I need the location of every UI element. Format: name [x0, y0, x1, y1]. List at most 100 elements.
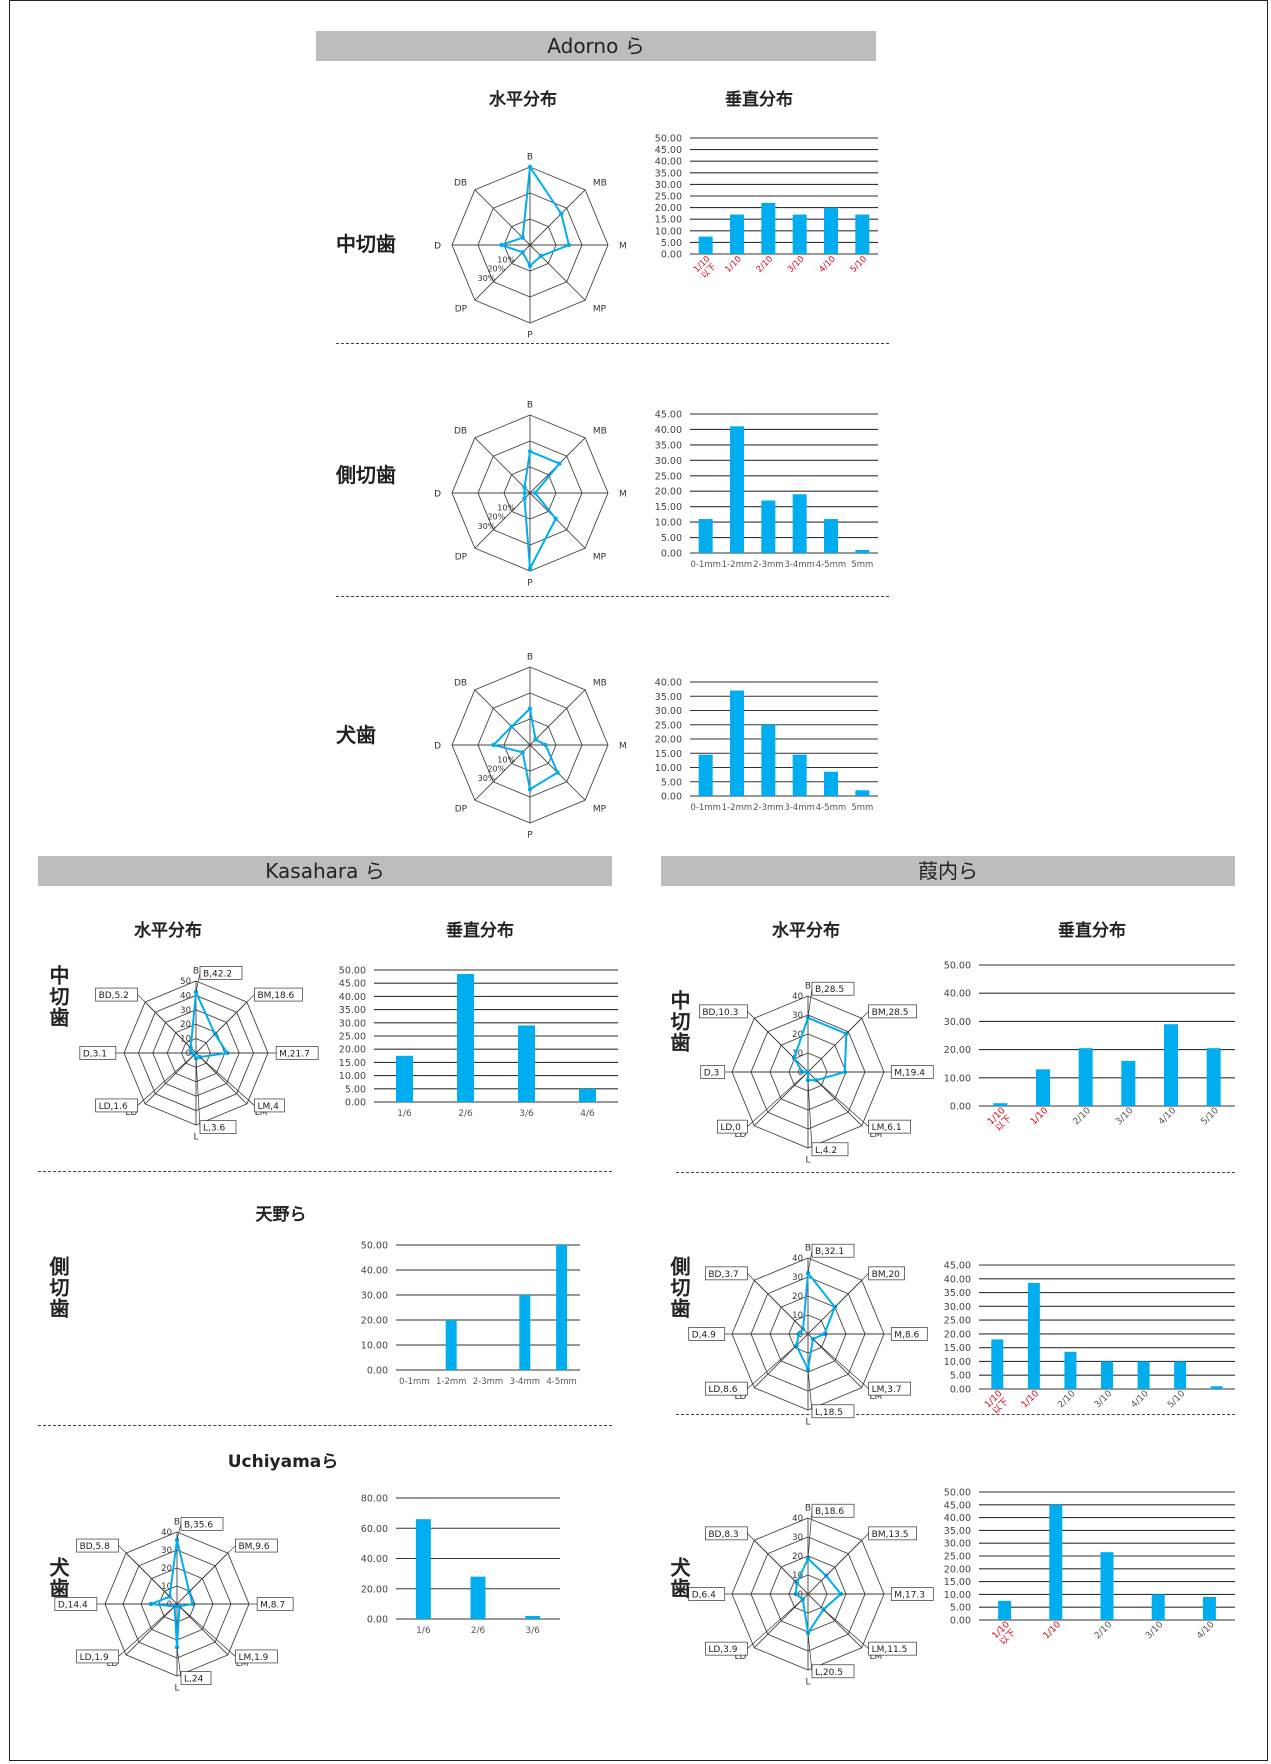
data-label: BM,28.5 [872, 1008, 909, 1018]
radar-point [509, 724, 514, 729]
y-tick-label: 40.00 [361, 1266, 388, 1277]
data-label-leader [176, 1647, 182, 1679]
data-label: L,18.5 [815, 1408, 843, 1418]
radar-point [189, 1050, 194, 1056]
radar-axis-label: B [805, 982, 811, 992]
data-label-leader [747, 1598, 803, 1649]
x-tick-label: 3/10 [1114, 1106, 1136, 1128]
y-tick-label: 5.00 [950, 1371, 971, 1382]
radar-spoke [474, 244, 531, 301]
x-tick-label: 0-1mm [690, 803, 720, 813]
radar-ring-label: 10% [497, 503, 515, 512]
x-tick-label: 2/6 [458, 1109, 473, 1119]
radar-ring-label: 20% [487, 513, 505, 522]
radar-point [527, 449, 533, 454]
y-tick-label: 15.00 [944, 1577, 971, 1588]
data-label-leader [179, 1606, 236, 1657]
x-tick-label: 4/10 [817, 254, 838, 275]
radar-axis-label: MB [593, 427, 607, 437]
x-tick-label: 3/6 [519, 1109, 534, 1119]
radar-axis-label: B [805, 1244, 811, 1254]
radar-axis-label: LD [735, 1130, 747, 1140]
radar-ring-label: 10 [792, 1049, 803, 1059]
data-label-box [811, 1664, 855, 1679]
y-tick-label: 40.00 [655, 425, 682, 436]
radar-ring-label: 50 [180, 977, 191, 987]
x-tick-label: 3/10 [1144, 1620, 1166, 1642]
y-tick-label: 40.00 [944, 989, 971, 1000]
bar [1049, 1504, 1063, 1620]
bar [761, 724, 776, 796]
radar-spoke [529, 492, 586, 549]
data-label-box [705, 1641, 748, 1656]
radar-axis-label: LM [255, 1108, 268, 1118]
data-label: D,14.4 [58, 1601, 88, 1611]
radar-ring-label: 30 [161, 1546, 172, 1556]
bar [1078, 1048, 1093, 1106]
data-label: BM,13.5 [872, 1530, 909, 1540]
y-tick-label: 45.00 [339, 979, 366, 990]
x-tick-label: 3/10 [786, 254, 807, 275]
data-label: BM,18.6 [257, 991, 294, 1001]
radar-point [805, 1077, 811, 1083]
radar-point [822, 1331, 827, 1337]
radar-ring-label: 20% [487, 765, 505, 774]
data-label-box [811, 1142, 849, 1157]
tooth-label-central-kasahara: 中切歯 [46, 965, 70, 1028]
radar-ring-label: 20 [792, 1292, 803, 1302]
y-tick-label: 45.00 [655, 410, 682, 421]
radar-ring-label: 40 [180, 991, 191, 1001]
radar-ring-label: 10 [180, 1035, 191, 1045]
radar-point [520, 250, 525, 255]
radar-point [555, 770, 560, 775]
bar [855, 549, 870, 553]
bar [1164, 1024, 1178, 1106]
bar-chart-kuzuuchi-central: 0.00 10.00 20.00 30.00 40.00 50.00 1/10以下 1/10 2… [944, 961, 1235, 1134]
bar [792, 214, 807, 254]
radar-axis-label: M [619, 490, 627, 500]
y-tick-label: 5.00 [661, 533, 682, 544]
data-label-leader [834, 1273, 869, 1308]
radar-ring-label: 40 [792, 1254, 803, 1264]
radar-point [557, 461, 562, 466]
x-tick-label: 0-1mm [690, 560, 720, 570]
x-tick-label: 2-3mm [753, 803, 783, 813]
data-label-leader [807, 1510, 813, 1559]
data-label-box [890, 1327, 928, 1341]
y-tick-label: 5.00 [345, 1084, 366, 1095]
y-tick-label: 20.00 [655, 735, 682, 746]
bar [855, 214, 870, 254]
y-tick-label: 20.00 [361, 1584, 388, 1595]
y-tick-label: 35.00 [655, 168, 682, 179]
data-label-leader [214, 994, 255, 1035]
y-tick-label: 20.00 [655, 203, 682, 214]
y-tick-label: 25.00 [944, 1316, 971, 1327]
bar [730, 690, 744, 796]
radar-spoke [529, 189, 586, 246]
bar [579, 1088, 596, 1102]
data-label-leader [747, 1533, 798, 1584]
data-label-leader [807, 1250, 813, 1274]
data-label-box [199, 965, 243, 980]
radar-chart-adorno-central: B MB M MP P DP D DB 10%20%30% [434, 153, 627, 341]
radar-axis-label: DB [454, 427, 467, 437]
data-label-leader [812, 1338, 869, 1389]
data-label: BM,9.6 [238, 1542, 269, 1552]
radar-chart-adorno-lateral: B MB M MP P DP D DB 10%20%30% [434, 401, 627, 589]
data-label: BD,3.7 [708, 1270, 738, 1280]
data-label: LD,1.9 [80, 1653, 109, 1663]
bar [698, 754, 713, 796]
bar [1137, 1361, 1150, 1389]
radar-ring-label: 30% [478, 522, 496, 531]
data-label-box [95, 987, 138, 1002]
tooth-label-lateral-adorno: 側切歯 [336, 463, 396, 487]
radar-ring-label: 20 [792, 1030, 803, 1040]
bar-chart-amano-lateral: 0.00 10.00 20.00 30.00 40.00 50.00 0-1mm 1-2mm 2… [361, 1241, 580, 1387]
y-tick-label: 15.00 [655, 215, 682, 226]
data-label-box [705, 1381, 748, 1396]
radar-spoke [474, 689, 531, 746]
bar [1206, 1048, 1221, 1106]
x-tick-label: 4-5mm [816, 560, 846, 570]
radar-point [533, 490, 538, 496]
y-tick-label: 0.00 [950, 1385, 971, 1396]
